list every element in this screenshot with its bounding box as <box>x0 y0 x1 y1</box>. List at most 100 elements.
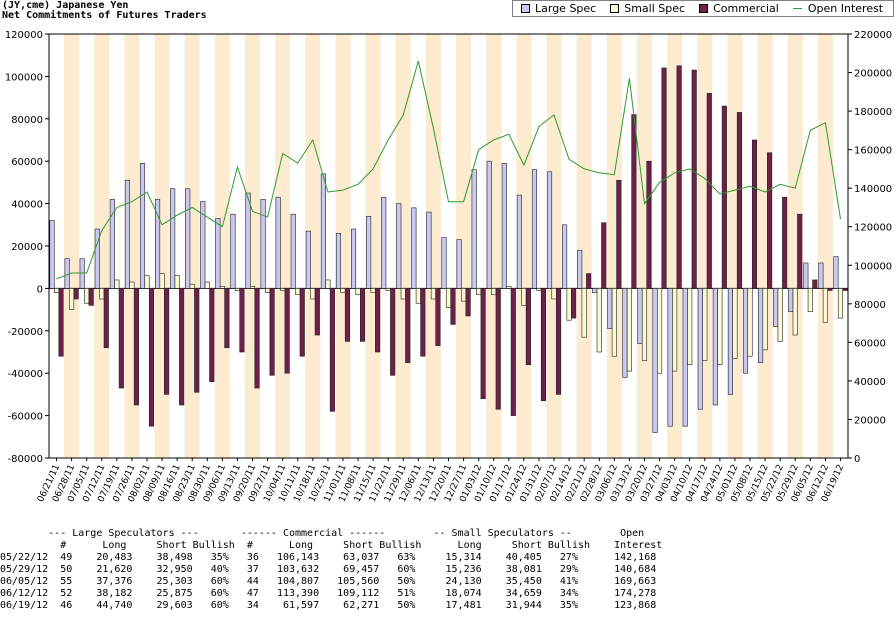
bar-small-spec <box>355 288 361 296</box>
legend-label-open-interest: Open Interest <box>807 2 884 15</box>
bar-small-spec <box>792 288 798 336</box>
y-tick-label-right: 220000 <box>854 30 892 41</box>
bar-small-spec <box>837 288 844 319</box>
bar-commercial <box>435 288 441 346</box>
band <box>636 34 653 458</box>
bar-large-spec <box>803 262 809 289</box>
bar-small-spec <box>340 288 346 293</box>
bar-commercial <box>601 222 607 289</box>
bar-large-spec <box>607 288 613 329</box>
chart-title: (JY,cme) Japanese Yen <box>2 0 129 11</box>
bar-large-spec <box>94 228 100 289</box>
bar-commercial <box>767 152 773 289</box>
bar-commercial <box>148 288 155 427</box>
bar-commercial <box>706 93 712 289</box>
y-tick-label-left: 20000 <box>11 242 43 253</box>
bar-commercial <box>721 105 727 289</box>
bar-commercial <box>194 288 200 393</box>
bar-large-spec <box>516 194 522 289</box>
legend-item-small-spec: Small Spec <box>610 2 685 15</box>
bar-small-spec <box>611 288 617 357</box>
bar-small-spec <box>777 288 783 342</box>
y-tick-label-right: 60000 <box>854 338 886 349</box>
bar-commercial <box>420 288 426 357</box>
bar-small-spec <box>566 288 572 321</box>
y-tick-label-right: 120000 <box>854 223 892 234</box>
bar-small-spec <box>581 288 587 338</box>
bar-large-spec <box>441 237 447 289</box>
bar-small-spec <box>807 288 813 313</box>
bar-commercial <box>299 288 305 357</box>
bar-large-spec <box>170 188 176 289</box>
bar-small-spec <box>159 273 165 289</box>
bar-commercial <box>676 65 682 289</box>
bar-commercial <box>571 288 577 319</box>
bar-large-spec <box>758 288 764 363</box>
legend-swatch-small-spec <box>610 4 620 13</box>
table-row: 06/05/12 55 37,376 25,303 60% 44 104,807… <box>0 576 657 587</box>
bar-commercial <box>58 288 64 357</box>
bar-small-spec <box>822 288 828 323</box>
bar-commercial <box>631 114 637 289</box>
legend-item-large-spec: Large Spec <box>521 2 596 15</box>
legend: Large Spec Small Spec Commercial Open In… <box>512 0 894 17</box>
legend-line-open-interest <box>792 8 802 9</box>
bar-large-spec <box>697 288 703 410</box>
bar-large-spec <box>155 199 161 289</box>
bar-commercial <box>118 288 124 389</box>
bar-commercial <box>284 288 290 374</box>
bar-small-spec <box>672 288 678 372</box>
bar-large-spec <box>667 288 673 427</box>
bar-small-spec <box>461 288 467 302</box>
bar-large-spec <box>320 173 326 289</box>
bar-large-spec <box>788 288 794 313</box>
bar-large-spec <box>411 207 417 289</box>
bar-small-spec <box>536 288 542 291</box>
bar-small-spec <box>641 288 648 361</box>
bar-commercial <box>691 69 697 289</box>
bar-small-spec <box>747 288 753 357</box>
bar-large-spec <box>531 169 538 289</box>
legend-swatch-commercial <box>699 4 709 13</box>
bar-small-spec <box>415 288 421 304</box>
bar-commercial <box>797 213 803 289</box>
legend-item-open-interest: Open Interest <box>792 2 884 15</box>
bar-large-spec <box>230 213 236 289</box>
y-tick-label-left: 60000 <box>11 157 43 168</box>
bar-large-spec <box>124 179 130 289</box>
bar-commercial <box>616 179 622 289</box>
bar-large-spec <box>773 288 779 327</box>
bar-large-spec <box>562 224 568 289</box>
table-header-2: # Long Short Bullish # Long Short Bullis… <box>0 540 663 551</box>
bar-small-spec <box>732 288 738 359</box>
bar-large-spec <box>742 288 749 374</box>
bar-commercial <box>405 288 411 363</box>
bar-commercial <box>782 196 788 289</box>
bar-commercial <box>133 288 139 406</box>
bar-large-spec <box>335 232 342 289</box>
bar-small-spec <box>189 283 195 289</box>
bar-small-spec <box>521 288 527 306</box>
bar-small-spec <box>84 288 90 304</box>
bar-large-spec <box>139 163 146 289</box>
y-tick-label-right: 200000 <box>854 69 892 80</box>
bar-large-spec <box>622 288 628 378</box>
y-tick-label-right: 180000 <box>854 107 892 118</box>
bar-commercial <box>103 288 109 349</box>
bar-large-spec <box>396 203 402 289</box>
bar-commercial <box>224 288 230 349</box>
band <box>305 34 321 458</box>
bar-small-spec <box>370 288 376 293</box>
legend-label-small-spec: Small Spec <box>624 2 686 15</box>
bar-small-spec <box>385 288 391 291</box>
bar-commercial <box>842 288 848 291</box>
bar-commercial <box>329 288 335 412</box>
band <box>576 34 592 458</box>
y-tick-label-left: 0 <box>37 284 43 295</box>
y-tick-label-right: 0 <box>854 454 860 465</box>
bar-large-spec <box>260 199 266 289</box>
bar-commercial <box>525 288 531 366</box>
bar-commercial <box>736 112 742 289</box>
bar-large-spec <box>305 230 311 289</box>
bar-small-spec <box>491 288 497 296</box>
